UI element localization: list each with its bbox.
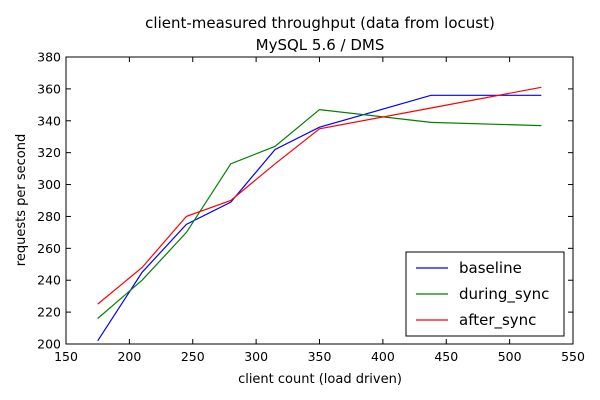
x-tick-label: 200 [117,349,141,364]
y-tick-label: 300 [37,177,61,192]
y-tick-label: 200 [37,337,61,352]
x-axis-label: client count (load driven) [238,372,402,387]
y-tick-label: 280 [37,209,61,224]
x-tick-label: 350 [308,349,332,364]
y-tick-label: 360 [37,81,61,96]
x-axis: 150 200 250 300 350 400 450 500 550 [54,57,585,364]
chart-title: client-measured throughput (data from lo… [145,14,495,32]
series-line-after_sync [97,86,542,305]
legend: baseline during_sync after_sync [405,251,565,337]
legend-label-during_sync: during_sync [459,285,549,304]
y-axis: 200 220 240 260 280 300 320 340 360 380 [37,50,573,352]
y-axis-label: requests per second [14,134,29,266]
y-tick-label: 380 [37,50,61,65]
legend-label-after_sync: after_sync [459,311,536,330]
y-tick-label: 220 [37,305,61,320]
x-tick-label: 150 [54,349,78,364]
chart-subtitle: MySQL 5.6 / DMS [256,36,385,54]
y-tick-label: 240 [37,273,61,288]
y-tick-label: 320 [37,145,61,160]
x-tick-label: 500 [498,349,522,364]
x-tick-label: 400 [371,349,395,364]
y-tick-label: 340 [37,113,61,128]
legend-label-baseline: baseline [459,259,522,277]
x-tick-label: 550 [561,349,585,364]
x-tick-label: 250 [181,349,205,364]
series-layer [97,86,542,342]
series-line-during_sync [97,108,542,319]
series-line-baseline [97,94,542,342]
y-tick-label: 260 [37,241,61,256]
x-tick-label: 300 [244,349,268,364]
x-tick-label: 450 [434,349,458,364]
